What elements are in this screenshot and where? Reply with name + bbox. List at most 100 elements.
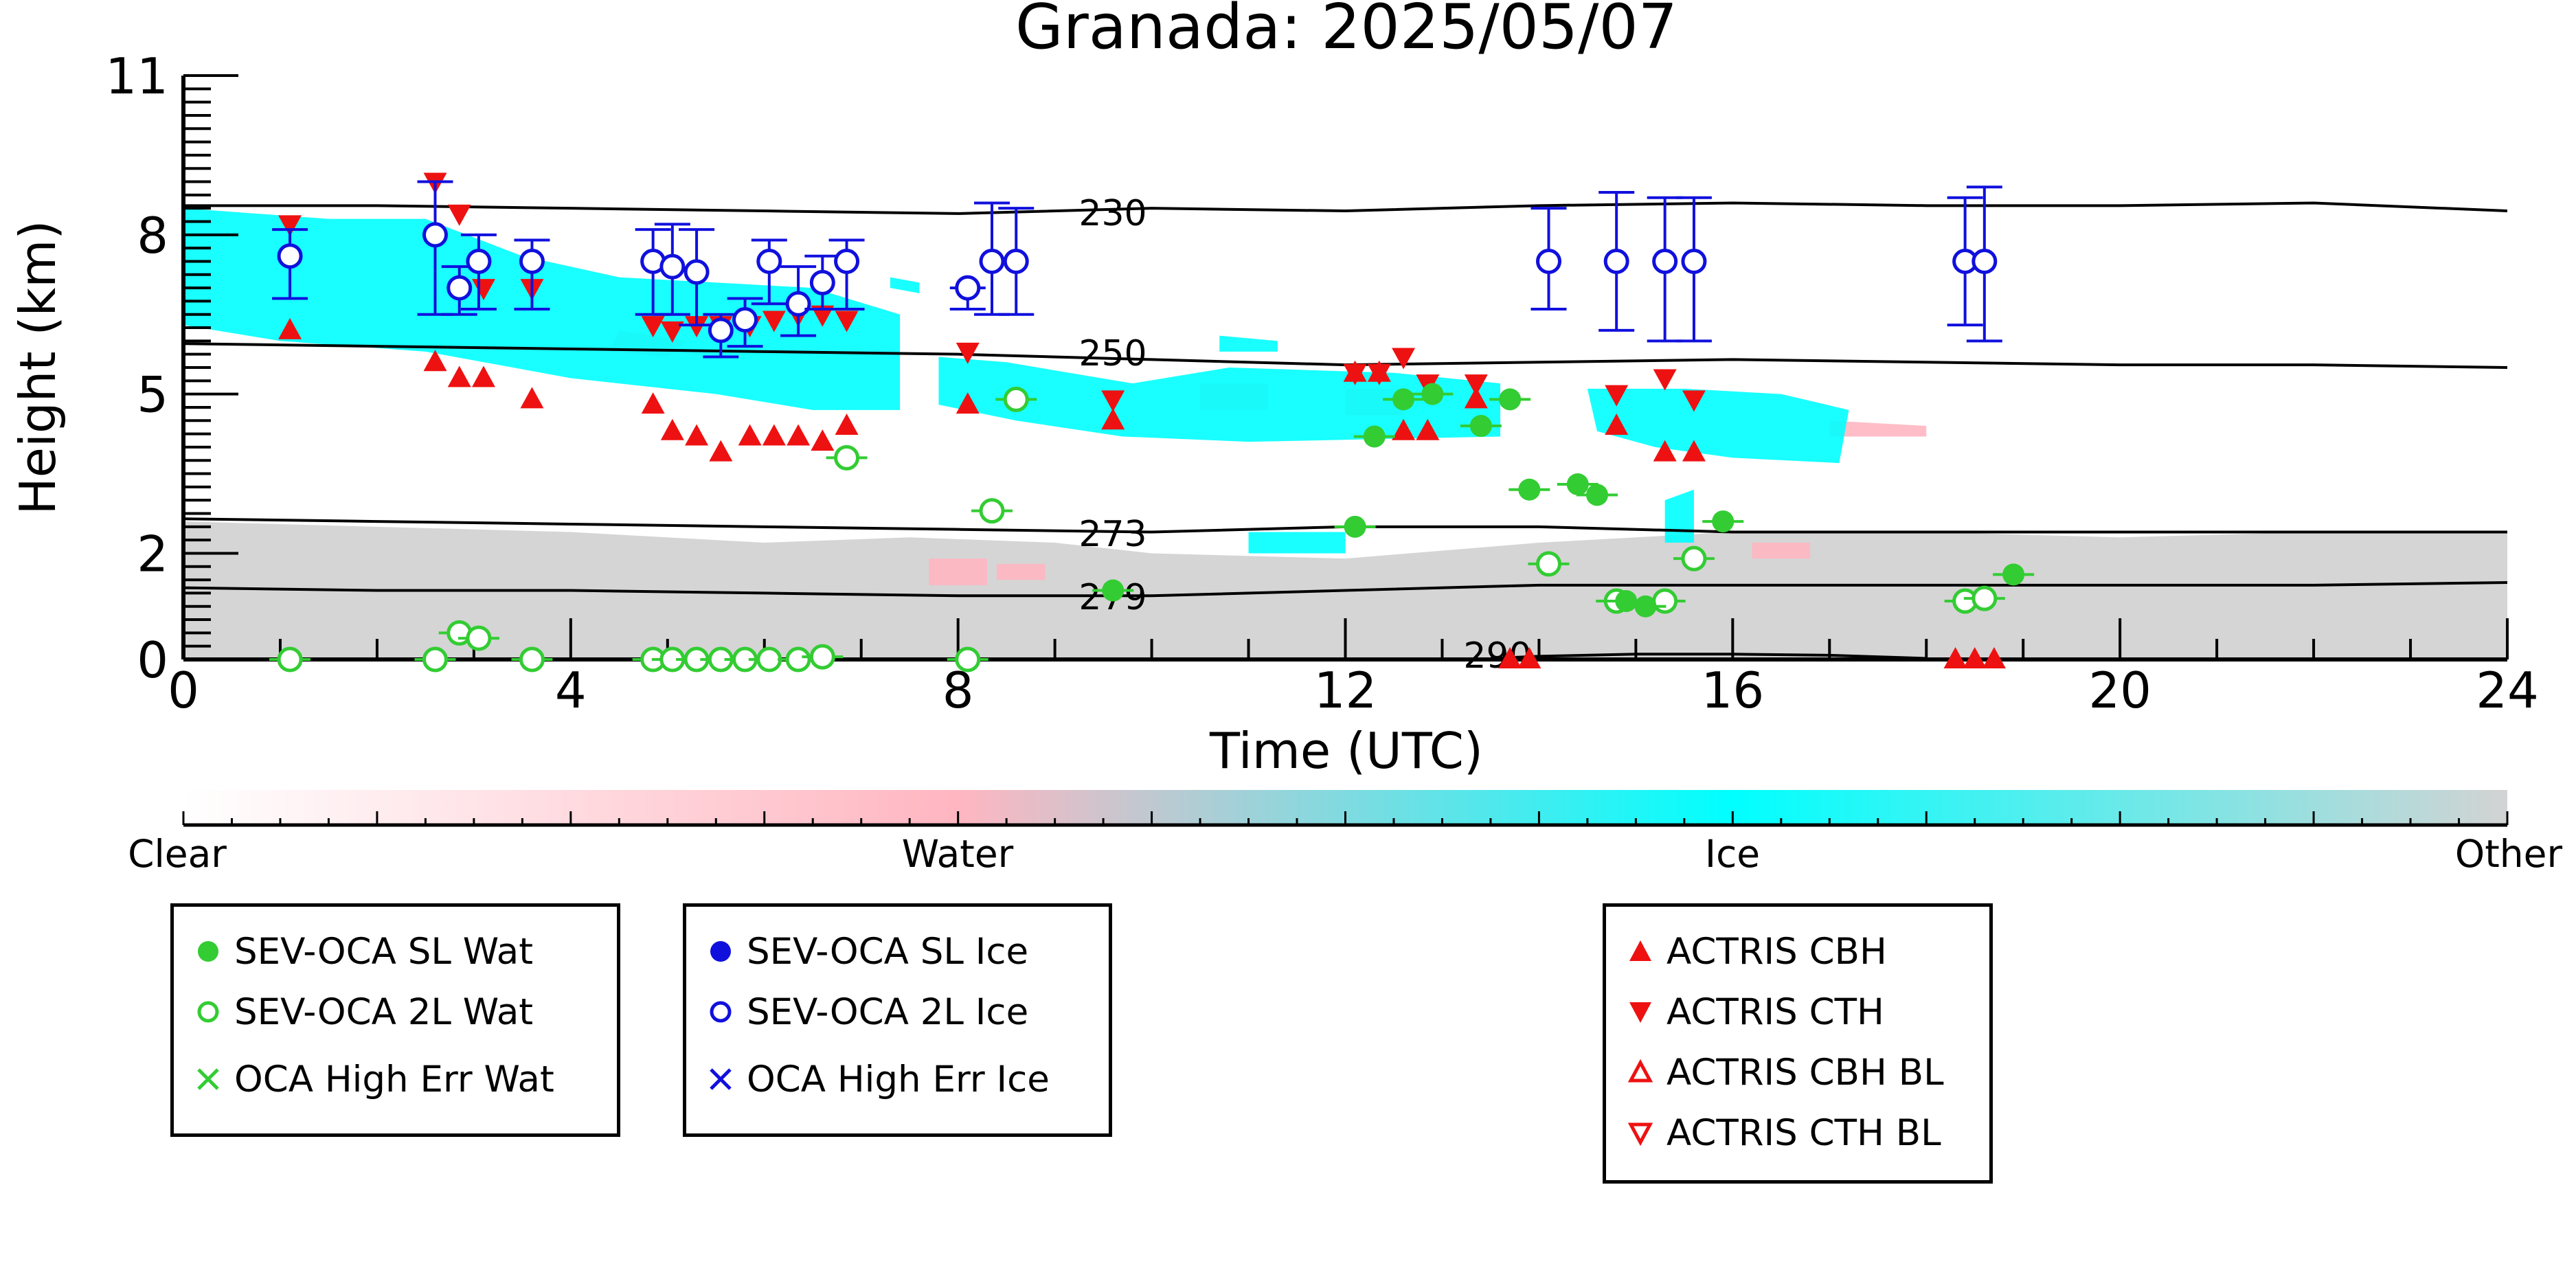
open-circle-marker — [1603, 248, 1629, 274]
open-circle-marker — [422, 646, 448, 673]
x-tick-label: 0 — [168, 662, 199, 719]
triangle-down-marker — [641, 316, 665, 338]
triangle-down-marker — [1682, 390, 1706, 412]
triangle-up-marker — [709, 440, 733, 462]
contour-label-273: 273 — [1078, 514, 1146, 555]
contour-label-250: 250 — [1078, 333, 1146, 374]
open-circle-marker — [785, 291, 811, 317]
triangle-down-marker — [1343, 363, 1367, 385]
triangle-up-icon — [1629, 940, 1651, 961]
open-circle-marker — [277, 243, 303, 269]
legend-label: ACTRIS CTH BL — [1667, 1111, 1941, 1154]
legend-label: OCA High Err Ice — [747, 1058, 1050, 1100]
legend-label: OCA High Err Wat — [234, 1058, 554, 1100]
triangle-down-marker — [660, 321, 684, 343]
legend-water: SEV-OCA SL Wat SEV-OCA 2L Wat OCA High E… — [170, 903, 620, 1137]
x-mark-icon — [197, 1068, 219, 1090]
triangle-up-marker — [1498, 647, 1522, 668]
triangle-up-marker — [1943, 647, 1967, 668]
legend-label: ACTRIS CTH — [1667, 991, 1884, 1033]
region-ice-5 — [890, 277, 920, 293]
filled-circle-marker — [1421, 383, 1444, 405]
filled-circle-marker — [1634, 595, 1657, 618]
triangle-down-icon — [1629, 1002, 1651, 1023]
triangle-down-marker — [447, 204, 471, 226]
triangle-up-marker — [738, 424, 762, 446]
colorbar-label-water: Water — [902, 832, 1014, 876]
region-ice-3 — [1664, 489, 1694, 543]
open-circle-marker — [756, 646, 782, 673]
open-circle-marker — [1536, 248, 1562, 274]
filled-circle-marker — [1344, 515, 1366, 538]
legend-label: SEV-OCA 2L Ice — [747, 991, 1029, 1033]
region-ice-2 — [1587, 388, 1849, 464]
triangle-up-marker — [641, 392, 665, 414]
open-circle-marker — [785, 646, 811, 673]
open-circle-marker — [834, 444, 860, 471]
open-circle-marker — [422, 222, 448, 248]
open-circle-marker — [1681, 545, 1707, 572]
triangle-up-marker — [1963, 647, 1987, 668]
open-circle-marker — [756, 248, 782, 274]
triangle-down-marker — [835, 310, 859, 332]
triangle-up-marker — [660, 418, 684, 440]
open-circle-marker — [809, 269, 835, 295]
triangle-down-marker — [1605, 385, 1629, 407]
open-circle-marker — [979, 498, 1005, 524]
colorbar-label-other: Other — [2455, 832, 2563, 876]
triangle-down-marker — [1367, 363, 1391, 385]
legend-label: SEV-OCA 2L Wat — [234, 991, 534, 1033]
open-circle-marker — [732, 306, 758, 332]
triangle-up-marker — [787, 424, 811, 446]
legend-entry-sev-oca-2l-ice: SEV-OCA 2L Ice — [704, 991, 1029, 1033]
triangle-up-marker — [1682, 440, 1706, 462]
filled-circle-marker — [1102, 579, 1125, 602]
triangle-up-marker — [1464, 387, 1488, 409]
open-circle-marker — [447, 275, 473, 301]
region-ice-6 — [1219, 335, 1278, 352]
filled-circle-marker — [2002, 563, 2025, 586]
triangle-up-marker — [1101, 408, 1125, 430]
open-circle-marker — [1681, 248, 1707, 274]
legend-entry-sev-oca-sl-wat: SEV-OCA SL Wat — [192, 930, 533, 973]
triangle-up-marker — [956, 392, 980, 414]
legend-entry-actris-cth-bl: ACTRIS CTH BL — [1624, 1111, 1941, 1154]
contour-line-230 — [183, 201, 2507, 215]
open-triangle-up-icon — [1627, 1059, 1653, 1083]
filled-circle-marker — [1518, 478, 1541, 501]
triangle-up-marker — [447, 365, 471, 387]
x-tick-label: 24 — [2476, 662, 2539, 719]
region-ice-4 — [1248, 532, 1346, 554]
legend-entry-sev-oca-2l-wat: SEV-OCA 2L Wat — [192, 991, 534, 1033]
triangle-down-marker — [811, 305, 835, 327]
open-circle-marker — [1971, 248, 1998, 274]
legend-ice: SEV-OCA SL Ice SEV-OCA 2L Ice OCA High E… — [683, 903, 1112, 1137]
triangle-up-marker — [811, 429, 835, 451]
triangle-up-marker — [1392, 418, 1416, 440]
open-circle-marker — [834, 248, 860, 274]
legend-entry-oca-high-err-ice: OCA High Err Ice — [704, 1059, 1050, 1100]
legend-label: SEV-OCA SL Wat — [234, 930, 533, 973]
open-circle-marker — [466, 248, 492, 274]
temperature-contours — [183, 201, 2507, 659]
filled-circle-marker — [1363, 425, 1386, 448]
filled-circle-icon — [198, 941, 218, 962]
open-circle-marker — [708, 317, 734, 343]
y-tick-label: 8 — [137, 207, 168, 264]
triangle-up-marker — [1605, 414, 1629, 435]
y-axis-label: Height (km) — [9, 221, 67, 515]
contour-labels: 230 250 273 279 290 — [1078, 193, 1531, 677]
legend-label: ACTRIS CBH — [1667, 930, 1887, 973]
triangle-up-marker — [520, 387, 544, 409]
open-circle-marker — [1652, 588, 1678, 614]
open-circle-marker — [955, 275, 981, 301]
open-circle-marker — [979, 248, 1005, 274]
filled-circle-icon — [710, 941, 731, 962]
y-tick-label: 2 — [137, 525, 168, 583]
x-mark-icon — [710, 1068, 732, 1090]
triangle-up-marker — [1416, 418, 1440, 440]
triangle-down-marker — [278, 215, 302, 237]
triangle-up-marker — [1653, 440, 1677, 462]
x-tick-label: 20 — [2088, 662, 2151, 719]
